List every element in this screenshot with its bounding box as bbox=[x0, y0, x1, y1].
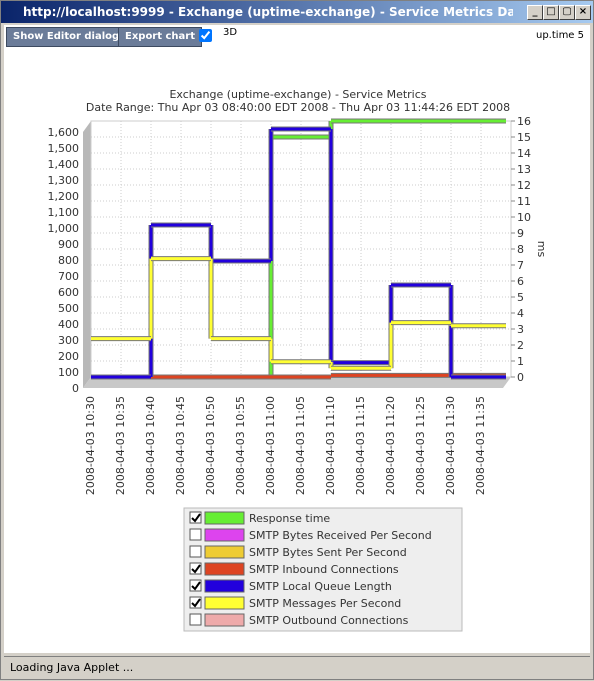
x-tick-label: 2008-04-03 10:30 bbox=[84, 396, 97, 495]
x-tick-label: 2008-04-03 10:35 bbox=[114, 396, 127, 495]
legend-checkbox[interactable] bbox=[189, 511, 202, 524]
chart-title: Exchange (uptime-exchange) - Service Met… bbox=[169, 88, 426, 101]
x-tick-label: 2008-04-03 11:05 bbox=[294, 396, 307, 495]
y2-tick-label: 5 bbox=[517, 291, 524, 304]
status-text: Loading Java Applet ... bbox=[10, 661, 134, 674]
y2-tick-label: 12 bbox=[517, 179, 531, 192]
y-tick-label: 1,600 bbox=[48, 126, 80, 139]
left-wall bbox=[83, 121, 91, 388]
legend-checkbox[interactable] bbox=[189, 613, 202, 626]
x-tick-label: 2008-04-03 10:40 bbox=[144, 396, 157, 495]
restore[interactable]: □ bbox=[543, 5, 559, 20]
legend-label: SMTP Messages Per Second bbox=[249, 597, 401, 610]
y2-tick-label: 16 bbox=[517, 115, 531, 128]
3d-checkbox[interactable] bbox=[199, 29, 212, 42]
y2-tick-label: 10 bbox=[517, 211, 531, 224]
y2-tick-label: 8 bbox=[517, 243, 524, 256]
x-tick-label: 2008-04-03 11:15 bbox=[354, 396, 367, 495]
legend-swatch bbox=[204, 545, 245, 559]
y2-tick-label: 6 bbox=[517, 275, 524, 288]
y2-tick-label: 15 bbox=[517, 131, 531, 144]
status-bar: Loading Java Applet ... bbox=[4, 656, 590, 678]
y2-tick-label: 1 bbox=[517, 355, 524, 368]
y-tick-label: 400 bbox=[58, 318, 79, 331]
y-tick-label: 1,300 bbox=[48, 174, 80, 187]
y-tick-label: 500 bbox=[58, 302, 79, 315]
x-tick-label: 2008-04-03 11:30 bbox=[444, 396, 457, 495]
y-tick-label: 200 bbox=[58, 350, 79, 363]
y-tick-label: 1,200 bbox=[48, 190, 80, 203]
legend-check bbox=[191, 581, 201, 591]
legend-checkbox[interactable] bbox=[189, 562, 202, 575]
legend-checkbox[interactable] bbox=[189, 579, 202, 592]
title-bar: http://localhost:9999 - Exchange (uptime… bbox=[1, 1, 593, 23]
legend-label: SMTP Bytes Sent Per Second bbox=[249, 546, 407, 559]
y-tick-label: 1,000 bbox=[48, 222, 80, 235]
legend-check bbox=[191, 598, 201, 608]
y-tick-label: 1,400 bbox=[48, 158, 80, 171]
legend-checkbox[interactable] bbox=[189, 528, 202, 541]
y-tick-label: 600 bbox=[58, 286, 79, 299]
y-tick-label: 800 bbox=[58, 254, 79, 267]
legend-swatch bbox=[204, 528, 245, 542]
x-tick-label: 2008-04-03 11:20 bbox=[384, 396, 397, 495]
legend-label: SMTP Outbound Connections bbox=[249, 614, 409, 627]
maximize[interactable]: ▢ bbox=[559, 5, 575, 20]
x-tick-label: 2008-04-03 10:50 bbox=[204, 396, 217, 495]
close[interactable]: × bbox=[575, 5, 591, 20]
legend-swatch bbox=[204, 562, 245, 576]
legend-swatch bbox=[204, 613, 245, 627]
x-tick-label: 2008-04-03 11:10 bbox=[324, 396, 337, 495]
y2-tick-label: 9 bbox=[517, 227, 524, 240]
legend-swatch bbox=[204, 596, 245, 610]
legend-label: Response time bbox=[249, 512, 330, 525]
x-tick-label: 2008-04-03 11:35 bbox=[474, 396, 487, 495]
y2-tick-label: 3 bbox=[517, 323, 524, 336]
y-tick-label: 1,100 bbox=[48, 206, 80, 219]
y2-tick-label: 7 bbox=[517, 259, 524, 272]
legend-checkbox[interactable] bbox=[189, 545, 202, 558]
x-tick-label: 2008-04-03 10:55 bbox=[234, 396, 247, 495]
3d-label: 3D bbox=[223, 27, 238, 38]
y2-axis-label: ms bbox=[535, 241, 548, 258]
legend-label: SMTP Bytes Received Per Second bbox=[249, 529, 432, 542]
legend-check bbox=[191, 513, 201, 523]
legend-swatch bbox=[204, 579, 245, 593]
y-tick-label: 300 bbox=[58, 334, 79, 347]
y2-tick-label: 13 bbox=[517, 163, 531, 176]
y-tick-label: 0 bbox=[72, 382, 79, 395]
window-title: http://localhost:9999 - Exchange (uptime… bbox=[23, 5, 513, 19]
y2-tick-label: 2 bbox=[517, 339, 524, 352]
y2-tick-label: 4 bbox=[517, 307, 524, 320]
floor bbox=[83, 377, 511, 388]
y-tick-label: 900 bbox=[58, 238, 79, 251]
chart-subtitle: Date Range: Thu Apr 03 08:40:00 EDT 2008… bbox=[86, 101, 510, 114]
legend-check bbox=[191, 564, 201, 574]
x-tick-label: 2008-04-03 11:25 bbox=[414, 396, 427, 495]
y-tick-label: 100 bbox=[58, 366, 79, 379]
minimize[interactable]: _ bbox=[527, 5, 543, 20]
legend-checkbox[interactable] bbox=[189, 596, 202, 609]
legend-label: SMTP Local Queue Length bbox=[249, 580, 392, 593]
x-tick-label: 2008-04-03 10:45 bbox=[174, 396, 187, 495]
y-tick-label: 700 bbox=[58, 270, 79, 283]
x-tick-label: 2008-04-03 11:00 bbox=[264, 396, 277, 495]
legend-swatch bbox=[204, 511, 245, 525]
legend-label: SMTP Inbound Connections bbox=[249, 563, 399, 576]
y2-tick-label: 0 bbox=[517, 371, 524, 384]
y2-tick-label: 14 bbox=[517, 147, 531, 160]
y2-tick-label: 11 bbox=[517, 195, 531, 208]
y-tick-label: 1,500 bbox=[48, 142, 80, 155]
brand: up.time 5 bbox=[536, 30, 584, 41]
